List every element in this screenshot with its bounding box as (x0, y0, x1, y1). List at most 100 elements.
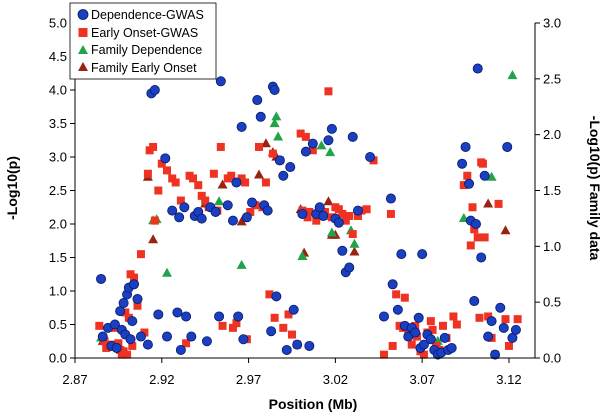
data-point-dependence-gwas (457, 158, 468, 169)
y-tick-label: 1.0 (49, 284, 67, 299)
series-dependence-gwas (96, 63, 521, 360)
data-point-dependence-gwas (196, 213, 207, 224)
data-point-dependence-gwas (281, 344, 292, 355)
data-point-early-onset-gwas (308, 146, 317, 155)
data-point-early-onset-gwas (348, 230, 357, 239)
data-point-dependence-gwas (125, 334, 136, 345)
data-point-dependence-gwas (247, 197, 258, 208)
data-point-early-onset-gwas (287, 330, 296, 339)
legend-label-dependence-gwas: Dependence-GWAS (91, 8, 204, 22)
data-point-early-onset-gwas (157, 159, 166, 168)
data-point-family-early-onset (323, 196, 334, 206)
plot-area (95, 63, 522, 360)
data-point-early-onset-gwas (473, 233, 482, 242)
y-tick-label: 5.0 (49, 16, 67, 31)
data-point-early-onset-gwas (241, 178, 250, 187)
y2-tick-label: 0.5 (543, 295, 561, 310)
data-point-dependence-gwas (278, 170, 289, 181)
data-point-dependence-gwas (269, 85, 280, 96)
data-point-dependence-gwas (486, 316, 497, 327)
data-point-dependence-gwas (510, 324, 521, 335)
data-point-early-onset-gwas (128, 341, 137, 350)
data-point-early-onset-gwas (379, 350, 388, 359)
data-point-early-onset-gwas (279, 323, 288, 332)
data-point-family-early-onset (217, 179, 228, 189)
data-point-dependence-gwas (236, 121, 247, 132)
data-point-early-onset-gwas (133, 301, 142, 310)
data-point-early-onset-gwas (237, 174, 246, 183)
data-point-dependence-gwas (271, 291, 282, 302)
data-point-dependence-gwas (472, 63, 483, 74)
data-point-early-onset-gwas (95, 321, 104, 330)
data-point-early-onset-gwas (284, 310, 293, 319)
data-point-early-onset-gwas (265, 290, 274, 299)
data-point-early-onset-gwas (100, 337, 109, 346)
data-point-dependence-gwas (214, 311, 225, 322)
data-point-dependence-gwas (352, 205, 363, 216)
data-point-early-onset-gwas (143, 169, 152, 178)
data-point-early-onset-gwas (501, 315, 510, 324)
data-point-early-onset-gwas (171, 178, 180, 187)
data-point-early-onset-gwas (136, 250, 145, 259)
data-point-dependence-gwas (135, 331, 146, 342)
data-point-early-onset-gwas (102, 343, 111, 352)
data-point-dependence-gwas (96, 273, 107, 284)
data-point-early-onset-gwas (463, 171, 472, 180)
data-point-dependence-gwas (337, 245, 348, 256)
data-point-dependence-gwas (167, 205, 178, 216)
data-point-dependence-gwas (314, 202, 325, 213)
data-point-early-onset-gwas (386, 209, 395, 218)
data-point-dependence-gwas (396, 249, 407, 260)
data-point-dependence-gwas (252, 95, 263, 106)
data-point-early-onset-gwas (480, 233, 489, 242)
data-point-dependence-gwas (385, 193, 396, 204)
data-point-early-onset-gwas (475, 313, 484, 322)
data-point-early-onset-gwas (470, 225, 479, 234)
x-tick-label: 3.12 (496, 372, 521, 387)
data-point-early-onset-gwas (341, 216, 350, 225)
data-point-early-onset-gwas (150, 216, 159, 225)
data-point-dependence-gwas (365, 151, 376, 162)
data-point-dependence-gwas (502, 141, 513, 152)
data-point-dependence-gwas (255, 111, 266, 122)
y-axis-title: -Log10(p) (4, 156, 20, 220)
legend-marker-early-onset-gwas (78, 28, 88, 37)
data-point-dependence-gwas (149, 85, 160, 96)
data-point-early-onset-gwas (428, 325, 437, 334)
data-point-family-dependence (236, 259, 247, 269)
data-point-dependence-gwas (142, 339, 153, 350)
data-point-dependence-gwas (333, 217, 344, 228)
data-point-family-early-onset (148, 234, 159, 244)
data-point-dependence-gwas (413, 312, 424, 323)
data-point-dependence-gwas (469, 296, 480, 307)
data-point-early-onset-gwas (439, 321, 447, 330)
data-point-dependence-gwas (233, 311, 244, 322)
data-point-dependence-gwas (186, 331, 197, 342)
data-point-family-early-onset (254, 169, 264, 179)
data-point-family-dependence (486, 171, 497, 181)
data-point-dependence-gwas (201, 336, 212, 347)
data-point-family-early-onset (483, 198, 494, 208)
data-point-dependence-gwas (498, 322, 509, 333)
y2-tick-label: 1.0 (543, 239, 561, 254)
data-point-dependence-gwas (210, 206, 221, 217)
data-point-early-onset-gwas (140, 328, 149, 337)
data-point-dependence-gwas (181, 311, 192, 322)
data-point-early-onset-gwas (392, 290, 401, 299)
x-axis-title: Position (Mb) (269, 396, 358, 412)
data-point-early-onset-gwas (232, 319, 241, 328)
legend-label-family-early-onset: Family Early Onset (91, 61, 197, 75)
data-point-dependence-gwas (307, 138, 318, 149)
data-point-early-onset-gwas (296, 129, 305, 138)
data-point-early-onset-gwas (130, 273, 139, 282)
data-point-family-dependence (271, 111, 282, 121)
data-point-early-onset-gwas (123, 350, 132, 359)
data-point-dependence-gwas (378, 311, 389, 322)
data-point-family-dependence (214, 196, 225, 206)
data-point-dependence-gwas (470, 218, 481, 229)
data-point-early-onset-gwas (227, 171, 236, 180)
data-point-family-dependence (507, 70, 518, 80)
data-point-family-early-onset (260, 138, 271, 148)
y-tick-label: 3.0 (49, 150, 67, 165)
